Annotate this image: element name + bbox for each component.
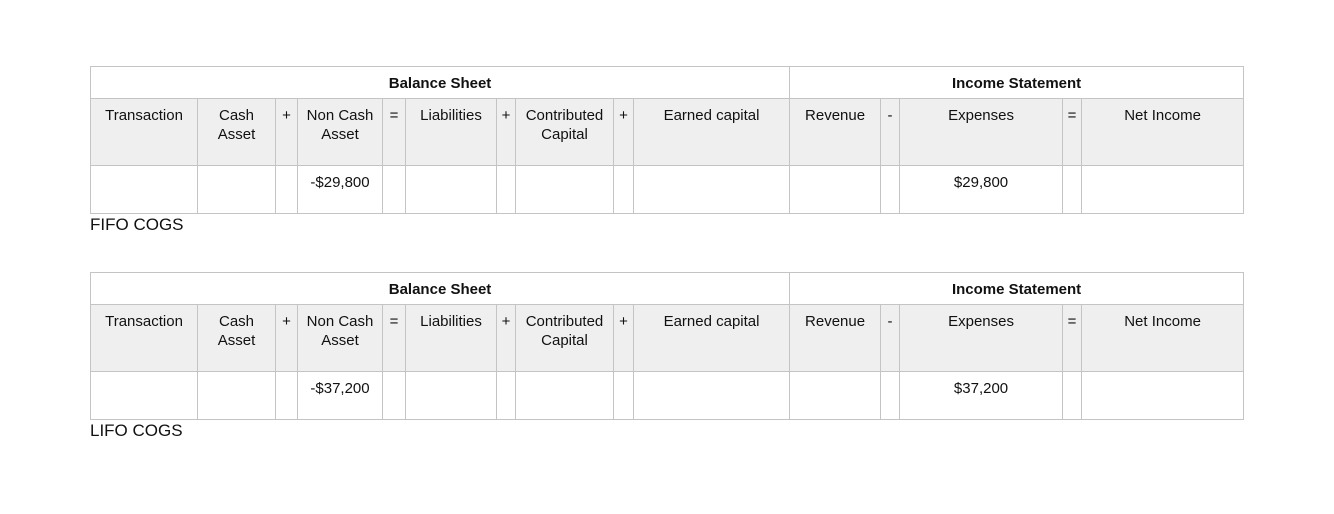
table-cell	[496, 371, 516, 420]
accounting-equation-table: Balance Sheet Income Statement Transaction…	[89, 66, 1245, 214]
table-cell	[496, 165, 516, 214]
table-cell	[197, 371, 276, 420]
table-cell	[1081, 165, 1245, 214]
column-header: Non Cash Asset	[297, 98, 383, 166]
table-cell	[880, 165, 901, 214]
column-header: Transaction	[90, 304, 198, 372]
column-header: =	[382, 98, 406, 166]
column-header: Liabilities	[405, 304, 497, 372]
table-cell	[632, 371, 791, 420]
column-header: Liabilities	[405, 98, 497, 166]
column-header: Transaction	[90, 98, 198, 166]
column-header: +	[496, 98, 516, 166]
column-header: Net Income	[1081, 304, 1245, 372]
table-cell	[90, 371, 198, 420]
column-header: Contributed Capital	[515, 304, 614, 372]
table-cell	[880, 371, 901, 420]
table-cell	[382, 165, 406, 214]
table-cell	[197, 165, 276, 214]
table-cell: -$29,800	[297, 165, 383, 214]
table-row: -$29,800 $29,800	[90, 165, 1245, 214]
balance-sheet-header: Balance Sheet	[89, 272, 791, 305]
table-cell	[789, 165, 882, 214]
column-header: Contributed Capital	[515, 98, 614, 166]
table-cell	[1062, 165, 1083, 214]
column-header: Net Income	[1081, 98, 1245, 166]
column-header: +	[613, 98, 634, 166]
column-header: Earned capital	[632, 304, 791, 372]
journal-table-block: Balance Sheet Income Statement Transaction…	[89, 272, 1245, 441]
column-header: Cash Asset	[197, 98, 276, 166]
table-cell	[405, 371, 497, 420]
column-header: -	[880, 98, 901, 166]
column-header: Cash Asset	[197, 304, 276, 372]
column-header: Expenses	[899, 304, 1064, 372]
table-cell	[789, 371, 882, 420]
table-cell	[613, 371, 634, 420]
table-cell	[1081, 371, 1245, 420]
column-header: Expenses	[899, 98, 1064, 166]
column-header: +	[275, 98, 298, 166]
column-header: Earned capital	[632, 98, 791, 166]
column-header: +	[496, 304, 516, 372]
column-header: +	[613, 304, 634, 372]
table-caption: LIFO COGS	[90, 421, 183, 440]
table-cell	[275, 165, 298, 214]
table-cell	[1062, 371, 1083, 420]
table-cell	[613, 165, 634, 214]
column-header: =	[1062, 304, 1083, 372]
table-cell: $37,200	[899, 371, 1064, 420]
table-cell: -$37,200	[297, 371, 383, 420]
column-header: =	[1062, 98, 1083, 166]
table-cell	[405, 165, 497, 214]
table-cell	[275, 371, 298, 420]
column-header: Revenue	[789, 98, 882, 166]
table-cell	[515, 371, 614, 420]
column-header: -	[880, 304, 901, 372]
column-header: +	[275, 304, 298, 372]
table-row: -$37,200 $37,200	[90, 371, 1245, 420]
table-caption: FIFO COGS	[90, 215, 184, 234]
table-cell	[515, 165, 614, 214]
journal-table-block: Balance Sheet Income Statement Transaction…	[89, 66, 1245, 235]
column-header: Non Cash Asset	[297, 304, 383, 372]
table-cell	[90, 165, 198, 214]
table-cell: $29,800	[899, 165, 1064, 214]
accounting-equation-table: Balance Sheet Income Statement Transaction…	[89, 272, 1245, 420]
income-statement-header: Income Statement	[789, 66, 1245, 99]
column-header: =	[382, 304, 406, 372]
table-cell	[632, 165, 791, 214]
table-cell	[382, 371, 406, 420]
column-header: Revenue	[789, 304, 882, 372]
income-statement-header: Income Statement	[789, 272, 1245, 305]
balance-sheet-header: Balance Sheet	[89, 66, 791, 99]
